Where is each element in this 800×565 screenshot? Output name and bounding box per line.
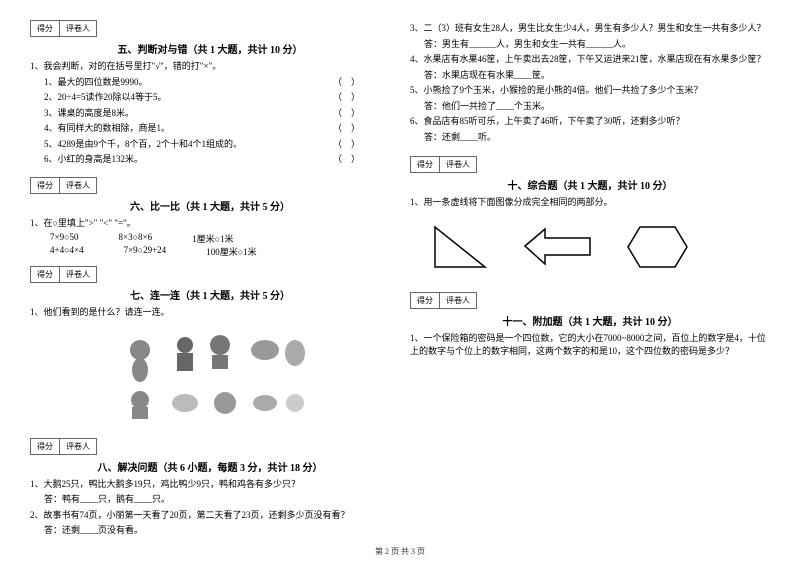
arrow-shape-icon: [520, 224, 595, 269]
score-label: 得分: [31, 178, 60, 193]
q8-2-answer: 答：还剩____页没有看。: [30, 524, 390, 538]
grader-label: 评卷人: [440, 157, 476, 172]
score-box-7: 得分 评卷人: [30, 266, 97, 283]
score-box-6: 得分 评卷人: [30, 177, 97, 194]
section-7-intro: 1、他们看到的是什么？请连一连。: [30, 306, 390, 320]
score-label: 得分: [411, 293, 440, 308]
score-label: 得分: [31, 21, 60, 36]
section-5-items: 1、最大的四位数是9990。（ ） 2、20÷4=5读作20除以4等于5。（ ）…: [30, 76, 390, 167]
q8-1-answer: 答：鸭有____只，鹅有____只。: [30, 493, 390, 507]
section-11-intro: 1、一个保险箱的密码是一个四位数，它的大小在7000~8000之间，百位上的数字…: [410, 332, 770, 359]
grader-label: 评卷人: [60, 267, 96, 282]
score-label: 得分: [31, 439, 60, 454]
left-column: 得分 评卷人 五、判断对与错（共 1 大题，共计 10 分） 1、我会判断，对的…: [30, 20, 390, 540]
score-box-5: 得分 评卷人: [30, 20, 97, 37]
q8-2: 2、故事书有74页，小丽第一天看了20页，第二天看了23页，还剩多少页没有看？: [30, 509, 390, 523]
q8-3: 3、二（3）班有女生28人，男生比女生少4人，男生有多少人？男生和女生一共有多少…: [410, 22, 770, 36]
q8-6: 6、食品店有85听可乐，上午卖了46听，下午卖了30听，还剩多少听？: [410, 115, 770, 129]
hexagon-shape-icon: [625, 222, 690, 272]
q8-3-answer: 答：男生有______人，男生和女生一共有______人。: [410, 38, 770, 52]
grader-label: 评卷人: [440, 293, 476, 308]
q8-5: 5、小熊捡了9个玉米，小猴捡的是小熊的4倍。他们一共捡了多少个玉米？: [410, 84, 770, 98]
shapes-row: [410, 212, 770, 282]
compare-row: 7×9○50 8×3○8×6 1厘米○1米: [30, 232, 390, 245]
score-box-8: 得分 评卷人: [30, 438, 97, 455]
q8-4-answer: 答：水果店现在有水果____筐。: [410, 69, 770, 83]
judge-item: 4、有同样大的数相除，商是1。（ ）: [44, 122, 390, 136]
judge-item: 6、小红的身高是132米。（ ）: [44, 153, 390, 167]
judge-item: 1、最大的四位数是9990。（ ）: [44, 76, 390, 90]
matching-picture: [110, 325, 310, 425]
judge-item: 2、20÷4=5读作20除以4等于5。（ ）: [44, 91, 390, 105]
score-label: 得分: [411, 157, 440, 172]
section-6-title: 六、比一比（共 1 大题，共计 5 分）: [30, 198, 390, 213]
page-columns: 得分 评卷人 五、判断对与错（共 1 大题，共计 10 分） 1、我会判断，对的…: [30, 20, 770, 540]
judge-item: 3、课桌的高度是8米。（ ）: [44, 107, 390, 121]
compare-row: 4+4○4×4 7×9○29+24 100厘米○1米: [30, 245, 390, 258]
grader-label: 评卷人: [60, 439, 96, 454]
grader-label: 评卷人: [60, 21, 96, 36]
score-box-10: 得分 评卷人: [410, 156, 477, 173]
section-11-title: 十一、附加题（共 1 大题，共计 10 分）: [410, 313, 770, 328]
section-10-title: 十、综合题（共 1 大题，共计 10 分）: [410, 177, 770, 192]
section-7-title: 七、连一连（共 1 大题，共计 5 分）: [30, 287, 390, 302]
right-column: 3、二（3）班有女生28人，男生比女生少4人，男生有多少人？男生和女生一共有多少…: [410, 20, 770, 540]
section-5-title: 五、判断对与错（共 1 大题，共计 10 分）: [30, 41, 390, 56]
section-5-intro: 1、我会判断，对的在括号里打"√"，错的打"×"。: [30, 60, 390, 74]
q8-4: 4、水果店有水果46筐，上午卖出去28筐，下午又运进来21筐，水果店现在有水果多…: [410, 53, 770, 67]
grader-label: 评卷人: [60, 178, 96, 193]
q8-6-answer: 答：还剩____听。: [410, 131, 770, 145]
section-8-title: 八、解决问题（共 6 小题，每题 3 分，共计 18 分）: [30, 459, 390, 474]
q8-5-answer: 答：他们一共捡了____个玉米。: [410, 100, 770, 114]
section-6-intro: 1、在○里填上">" "<" "="。: [30, 217, 390, 231]
section-10-intro: 1、用一条虚线将下面图像分成完全相同的两部分。: [410, 196, 770, 210]
page-footer: 第 2 页 共 3 页: [0, 546, 800, 557]
judge-item: 5、4289是由9个千，8个百，2个十和4个1组成的。（ ）: [44, 138, 390, 152]
score-box-11: 得分 评卷人: [410, 292, 477, 309]
q8-1: 1、大鹅25只，鸭比大鹅多19只，鸡比鸭少9只，鸭和鸡各有多少只？: [30, 478, 390, 492]
triangle-shape-icon: [430, 222, 490, 272]
matching-illustration-icon: [110, 325, 310, 425]
score-label: 得分: [31, 267, 60, 282]
